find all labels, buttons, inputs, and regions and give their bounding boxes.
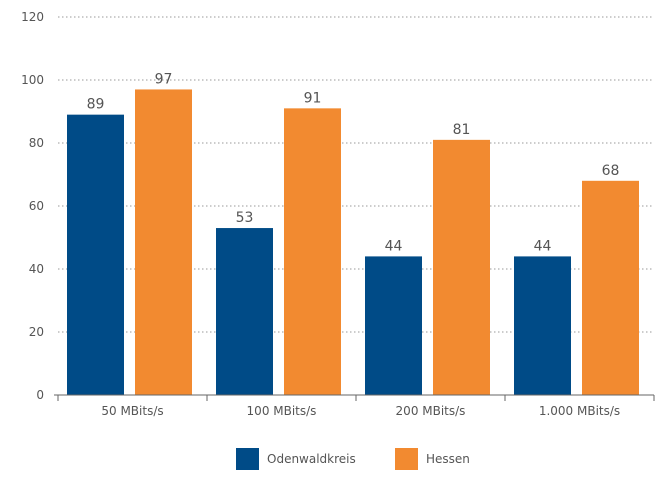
bar-odenwaldkreis-1 [216,228,273,395]
y-tick-label: 20 [29,325,44,339]
y-tick-label: 40 [29,262,44,276]
x-tick-label: 50 MBits/s [101,404,163,418]
legend-label-hessen: Hessen [426,452,470,466]
x-tick-label: 200 MBits/s [396,404,466,418]
y-tick-label: 100 [21,73,44,87]
y-tick-label: 80 [29,136,44,150]
bar-odenwaldkreis-2 [365,256,422,395]
data-label: 81 [453,122,471,138]
legend-swatch-hessen [395,448,418,470]
x-tick-label: 1.000 MBits/s [539,404,620,418]
y-axis-ticks: 0 20 40 60 80 100 120 [21,10,44,402]
bar-hessen-2 [433,139,490,395]
bar-hessen-1 [284,108,341,395]
bar-odenwaldkreis-0 [67,114,124,396]
data-label: 68 [602,163,620,179]
data-label: 91 [304,90,322,106]
legend-label-odenwaldkreis: Odenwaldkreis [267,452,356,466]
x-tick-label: 100 MBits/s [247,404,317,418]
legend: Odenwaldkreis Hessen [236,448,470,470]
bar-hessen-0 [135,89,192,395]
data-label: 53 [236,210,254,226]
data-labels-group: 89 97 53 91 44 81 44 68 [87,71,620,254]
bars-group [67,89,639,396]
bar-hessen-3 [582,180,639,395]
data-label: 97 [155,71,173,87]
y-tick-label: 60 [29,199,44,213]
legend-swatch-odenwaldkreis [236,448,259,470]
data-label: 44 [534,238,552,254]
y-tick-label: 0 [36,388,44,402]
x-axis: 50 MBits/s 100 MBits/s 200 MBits/s 1.000 MB… [54,394,655,418]
data-label: 44 [385,238,403,254]
bar-odenwaldkreis-3 [514,256,571,395]
data-label: 89 [87,97,105,113]
y-tick-label: 120 [21,10,44,24]
